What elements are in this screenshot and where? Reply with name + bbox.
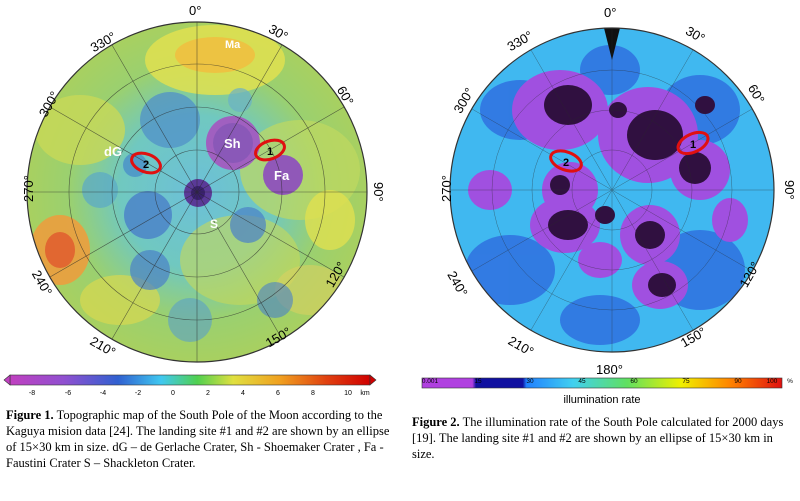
angle-label: 30° xyxy=(683,23,708,46)
colorbar-tick: -4 xyxy=(100,390,106,397)
landing-site-1-label: 1 xyxy=(267,146,273,158)
colorbar-tick: 8 xyxy=(311,390,315,397)
angle-label: 90° xyxy=(782,180,797,200)
colorbar-tick: 60 xyxy=(630,378,638,385)
figure-2-caption: Figure 2. The illumination rate of the S… xyxy=(412,414,797,462)
landing-site-1-ellipse xyxy=(254,138,286,162)
topographic-map: 1 2 Ma Sh Fa dG S 0° 30° 60° 90° 120° 15… xyxy=(3,3,386,397)
colorbar-tick: 30 xyxy=(526,378,534,385)
angle-label: 270° xyxy=(439,175,454,202)
crater-label-s: S xyxy=(210,217,218,231)
angle-label: 0° xyxy=(189,3,201,18)
colorbar-tick: 4 xyxy=(241,390,245,397)
colorbar-tick: 15 xyxy=(474,378,482,385)
figure-2-caption-text: The illumination rate of the South Pole … xyxy=(412,415,784,461)
figure-1-caption-label: Figure 1. xyxy=(6,408,54,422)
angle-label: 0° xyxy=(604,5,616,20)
colorbar-1: -8 -6 -4 -2 0 2 4 6 8 10 km xyxy=(3,374,377,397)
landing-site-2-ellipse xyxy=(130,151,162,175)
colorbar-tick: -6 xyxy=(65,390,71,397)
colorbar-tick: -2 xyxy=(135,390,141,397)
colorbar-tick: 100 xyxy=(767,378,778,385)
colorbar-unit: km xyxy=(360,390,370,397)
figure-1: 1 2 Ma Sh Fa dG S 0° 30° 60° 90° 120° 15… xyxy=(0,0,400,400)
angle-label: 90° xyxy=(371,182,386,202)
colorbar-tick: 2 xyxy=(206,390,210,397)
crater-label-sh: Sh xyxy=(224,136,241,151)
colorbar-unit: % xyxy=(787,378,793,385)
colorbar-tick: 0.001 xyxy=(422,378,439,385)
colorbar-tick: 45 xyxy=(578,378,586,385)
colorbar-tick: 10 xyxy=(344,390,352,397)
crater-label-ma: Ma xyxy=(225,39,241,51)
colorbar-title: illumination rate xyxy=(563,394,640,406)
landing-site-2-label: 2 xyxy=(563,157,569,169)
crater-label-fa: Fa xyxy=(274,168,290,183)
colorbar-2: 0.001 15 30 45 60 75 90 100 % illuminati… xyxy=(421,377,793,406)
landing-site-1-label: 1 xyxy=(690,139,696,151)
angle-label: 210° xyxy=(506,333,537,359)
colorbar-tick: 90 xyxy=(734,378,742,385)
landing-site-1-ellipse xyxy=(676,130,710,156)
figure-2-caption-label: Figure 2. xyxy=(412,415,460,429)
figure-1-caption: Figure 1. Topographic map of the South P… xyxy=(6,407,391,471)
colorbar-tick: 75 xyxy=(682,378,690,385)
figure-1-caption-text: Topographic map of the South Pole of the… xyxy=(6,408,390,470)
colorbar-tick: 6 xyxy=(276,390,280,397)
angle-label: 270° xyxy=(21,175,36,202)
landing-site-2-ellipse xyxy=(549,149,583,173)
colorbar-tick: 0 xyxy=(171,390,175,397)
angle-label: 180° xyxy=(596,362,623,377)
landing-site-2-label: 2 xyxy=(143,159,149,171)
angle-label: 240° xyxy=(444,268,470,299)
illumination-map: 1 2 0° 30° 60° 90° 120° 150° 180° 210° 2… xyxy=(421,5,797,406)
figure-2: 1 2 0° 30° 60° 90° 120° 150° 180° 210° 2… xyxy=(400,0,800,410)
colorbar-tick: -8 xyxy=(29,390,35,397)
crater-label-dg: dG xyxy=(104,144,122,159)
